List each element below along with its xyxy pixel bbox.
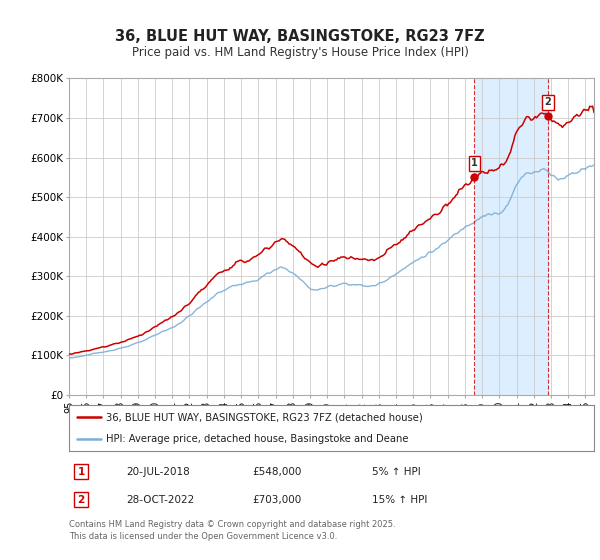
Text: £703,000: £703,000 bbox=[252, 494, 301, 505]
Text: 2: 2 bbox=[77, 494, 85, 505]
Text: HPI: Average price, detached house, Basingstoke and Deane: HPI: Average price, detached house, Basi… bbox=[106, 435, 408, 444]
Text: 5% ↑ HPI: 5% ↑ HPI bbox=[372, 466, 421, 477]
Text: 15% ↑ HPI: 15% ↑ HPI bbox=[372, 494, 427, 505]
Text: 28-OCT-2022: 28-OCT-2022 bbox=[126, 494, 194, 505]
Text: Price paid vs. HM Land Registry's House Price Index (HPI): Price paid vs. HM Land Registry's House … bbox=[131, 46, 469, 59]
Text: 36, BLUE HUT WAY, BASINGSTOKE, RG23 7FZ (detached house): 36, BLUE HUT WAY, BASINGSTOKE, RG23 7FZ … bbox=[106, 412, 422, 422]
Text: 20-JUL-2018: 20-JUL-2018 bbox=[126, 466, 190, 477]
Text: £548,000: £548,000 bbox=[252, 466, 301, 477]
Text: Contains HM Land Registry data © Crown copyright and database right 2025.
This d: Contains HM Land Registry data © Crown c… bbox=[69, 520, 395, 542]
Text: 36, BLUE HUT WAY, BASINGSTOKE, RG23 7FZ: 36, BLUE HUT WAY, BASINGSTOKE, RG23 7FZ bbox=[115, 29, 485, 44]
Text: 1: 1 bbox=[471, 158, 478, 169]
Text: 2: 2 bbox=[545, 97, 551, 107]
Text: 1: 1 bbox=[77, 466, 85, 477]
